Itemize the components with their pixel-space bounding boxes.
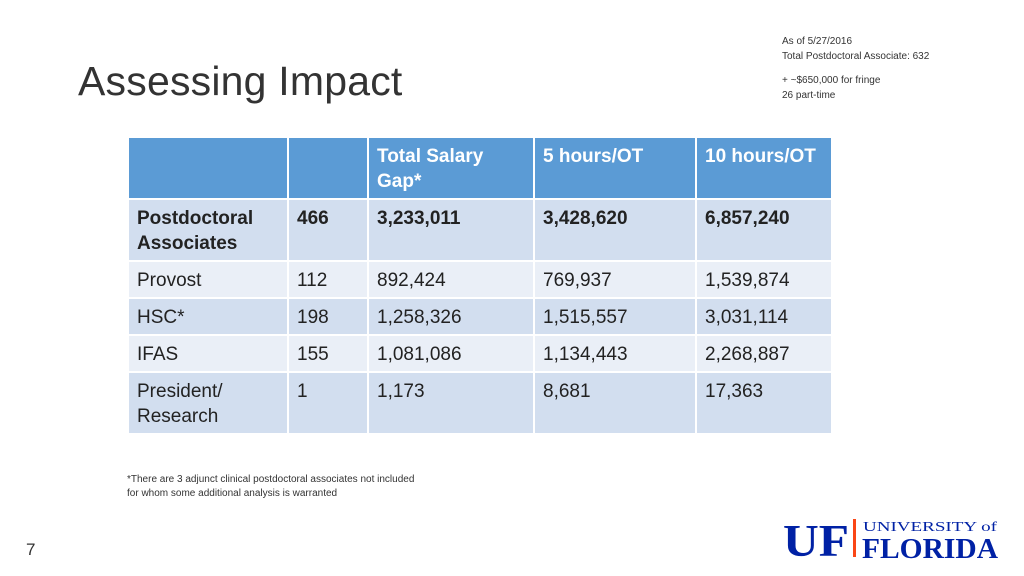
uf-logo-university: UNIVERSITY of (863, 520, 997, 535)
row-10-hours: 1,539,874 (695, 260, 833, 299)
row-salary-gap: 892,424 (367, 260, 535, 299)
row-count: 1 (287, 371, 369, 435)
as-of-date: As of 5/27/2016 (782, 36, 853, 47)
uf-logo: UF UNIVERSITY of FLORIDA (783, 515, 999, 560)
row-10-hours: 6,857,240 (695, 198, 833, 262)
fringe-note: + ~$650,000 for fringe 26 part-time (782, 73, 880, 103)
page-number: 7 (26, 540, 36, 559)
header-total-salary-gap: Total Salary Gap* (367, 136, 535, 200)
row-salary-gap: 1,258,326 (367, 297, 535, 336)
row-10-hours: 3,031,114 (695, 297, 833, 336)
row-count: 112 (287, 260, 369, 299)
header-10-hours-ot: 10 hours/OT (695, 136, 833, 200)
row-salary-gap: 3,233,011 (367, 198, 535, 262)
header-cell-count (287, 136, 369, 200)
uf-logo-divider (853, 519, 856, 557)
as-of-note: As of 5/27/2016 Total Postdoctoral Assoc… (782, 34, 929, 64)
uf-logo-mark: UF (783, 515, 849, 560)
row-10-hours: 17,363 (695, 371, 833, 435)
row-label: Postdoctoral Associates (127, 198, 289, 262)
table-row-ifas: IFAS 155 1,081,086 1,134,443 2,268,887 (127, 334, 833, 373)
row-5-hours: 3,428,620 (533, 198, 697, 262)
fringe-amount: + ~$650,000 for fringe (782, 75, 881, 86)
row-count: 155 (287, 334, 369, 373)
slide-title: Assessing Impact (78, 58, 403, 104)
footnote: *There are 3 adjunct clinical postdoctor… (127, 473, 457, 501)
impact-table: Total Salary Gap* 5 hours/OT 10 hours/OT… (127, 136, 833, 435)
row-salary-gap: 1,173 (367, 371, 535, 435)
uf-logo-florida: FLORIDA (862, 534, 999, 560)
row-5-hours: 1,515,557 (533, 297, 697, 336)
table-row-hsc: HSC* 198 1,258,326 1,515,557 3,031,114 (127, 297, 833, 336)
row-label: IFAS (127, 334, 289, 373)
row-5-hours: 8,681 (533, 371, 697, 435)
table-row-provost: Provost 112 892,424 769,937 1,539,874 (127, 260, 833, 299)
row-salary-gap: 1,081,086 (367, 334, 535, 373)
row-10-hours: 2,268,887 (695, 334, 833, 373)
header-5-hours-ot: 5 hours/OT (533, 136, 697, 200)
row-count: 466 (287, 198, 369, 262)
row-5-hours: 769,937 (533, 260, 697, 299)
row-label: Provost (127, 260, 289, 299)
table-row-president-research: President/ Research 1 1,173 8,681 17,363 (127, 371, 833, 435)
header-cell-group (127, 136, 289, 200)
table-row-postdoctoral-associates: Postdoctoral Associates 466 3,233,011 3,… (127, 198, 833, 262)
footnote-line-2: for whom some additional analysis is war… (127, 488, 338, 499)
row-count: 198 (287, 297, 369, 336)
table-header-row: Total Salary Gap* 5 hours/OT 10 hours/OT (127, 136, 833, 200)
footnote-line-1: *There are 3 adjunct clinical postdoctor… (127, 474, 415, 485)
total-postdoc-count: Total Postdoctoral Associate: 632 (782, 51, 930, 62)
part-time-count: 26 part-time (782, 90, 836, 101)
row-5-hours: 1,134,443 (533, 334, 697, 373)
row-label: HSC* (127, 297, 289, 336)
row-label: President/ Research (127, 371, 289, 435)
